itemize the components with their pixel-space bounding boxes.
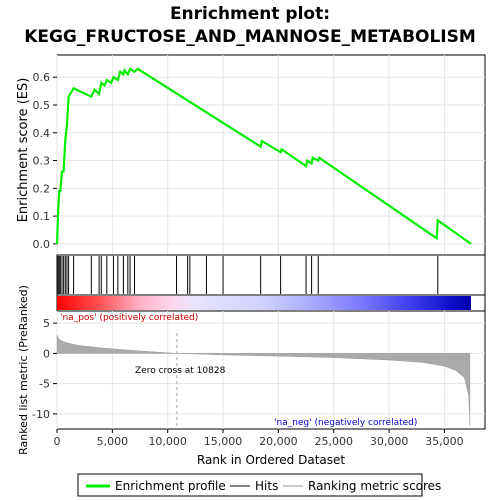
rank-tick-label: 0 [43, 347, 50, 360]
neg-correlated-label: 'na_neg' (negatively correlated) [274, 418, 417, 428]
rank-tick-label: -5 [39, 378, 50, 391]
rank-color-gradient [57, 296, 471, 310]
es-panel-yticks: 0.0 0.1 0.2 0.3 0.4 0.5 0.6 [33, 71, 57, 251]
es-tick-label: 0.5 [33, 99, 51, 112]
es-tick-label: 0.1 [33, 210, 51, 223]
es-ylabel: Enrichment score (ES) [16, 78, 31, 223]
pos-correlated-label: 'na_pos' (positively correlated) [60, 313, 198, 323]
x-tick-label: 30,000 [370, 435, 409, 448]
x-tick-label: 15,000 [204, 435, 243, 448]
es-profile-group [55, 67, 472, 245]
hits-panel-frame [56, 254, 486, 296]
x-tick-label: 10,000 [148, 435, 187, 448]
x-tick-label: 0 [54, 435, 61, 448]
zero-cross-label: Zero cross at 10828 [135, 366, 226, 376]
rank-metric-area [56, 335, 471, 427]
es-panel-frame [56, 54, 486, 256]
rank-metric-area-group [56, 335, 471, 427]
hits-group [57, 256, 439, 294]
es-panel-grid [56, 55, 485, 255]
legend-label-metric: Ranking metric scores [308, 479, 441, 493]
rank-tick-label: -10 [32, 408, 50, 421]
es-tick-label: 0.4 [33, 127, 51, 140]
legend-label-profile: Enrichment profile [115, 479, 226, 493]
legend-label-hits: Hits [255, 479, 278, 493]
rank-tick-label: 5 [43, 317, 50, 330]
x-axis-ticks: 0 5,000 10,000 15,000 20,000 25,000 30,000 35,0… [54, 429, 464, 448]
rank-panel-frame [56, 310, 486, 430]
x-tick-label: 25,000 [314, 435, 353, 448]
es-tick-label: 0.0 [33, 238, 51, 251]
chart-title-line1: Enrichment plot: [170, 4, 330, 24]
x-tick-label: 20,000 [259, 435, 298, 448]
chart-title-line2: KEGG_FRUCTOSE_AND_MANNOSE_METABOLISM [24, 27, 476, 47]
es-tick-label: 0.2 [33, 182, 51, 195]
es-profile-line [55, 67, 472, 245]
x-axis-label: Rank in Ordered Dataset [197, 453, 345, 467]
es-tick-label: 0.3 [33, 155, 51, 168]
rank-ylabel: Ranked list metric (PreRanked) [17, 285, 30, 455]
legend-box [77, 473, 423, 497]
rank-panel-yticks: 5 0 -5 -10 [32, 317, 57, 421]
x-tick-label: 5,000 [97, 435, 129, 448]
legend: Enrichment profile Hits Ranking metric s… [77, 473, 441, 497]
x-tick-label: 35,000 [425, 435, 464, 448]
es-tick-label: 0.6 [33, 71, 51, 84]
